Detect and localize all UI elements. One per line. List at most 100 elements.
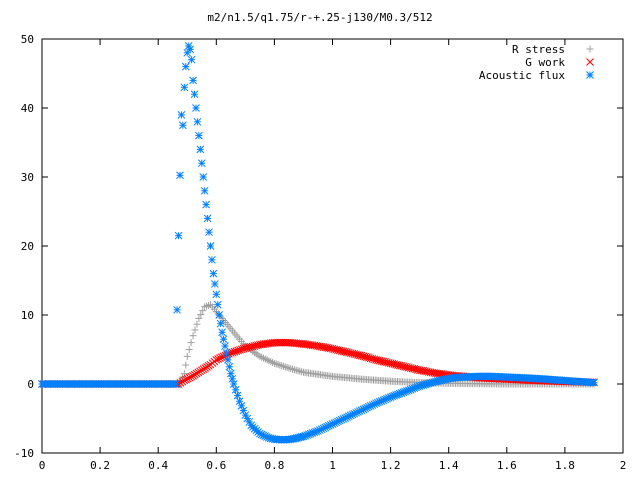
data-point: [215, 311, 224, 319]
data-point: [187, 339, 195, 347]
data-point: [200, 186, 209, 195]
data-point: [275, 338, 284, 347]
data-point: [272, 338, 281, 347]
data-point: [269, 358, 277, 366]
data-point: [281, 363, 289, 371]
data-point: [203, 302, 211, 310]
data-point: [173, 305, 181, 314]
data-point: [176, 378, 185, 387]
data-point: [298, 368, 306, 376]
data-point: [222, 349, 231, 357]
data-point: [205, 301, 213, 309]
data-point: [192, 104, 200, 112]
data-point: [267, 358, 275, 366]
data-point: [274, 338, 282, 347]
data-point: [265, 357, 273, 365]
series-2: [38, 42, 598, 444]
x-tick-label: 2: [620, 459, 627, 472]
legend-marker: [586, 71, 594, 79]
data-point: [205, 228, 213, 237]
data-point: [287, 365, 295, 373]
data-point: [187, 55, 196, 64]
data-point: [195, 314, 203, 322]
data-point: [285, 364, 293, 372]
data-point: [261, 355, 269, 363]
data-point: [197, 311, 205, 319]
data-point: [279, 362, 287, 370]
data-point: [279, 338, 288, 347]
data-point: [182, 361, 190, 369]
data-point: [174, 231, 183, 240]
data-point: [221, 342, 229, 350]
data-point: [196, 145, 205, 154]
data-point: [212, 290, 221, 299]
chart-title: m2/n1.5/q1.75/r-+.25-j130/M0.3/512: [207, 11, 432, 24]
data-point: [231, 385, 240, 394]
data-point: [256, 352, 264, 360]
data-point: [228, 374, 237, 383]
data-point: [296, 367, 304, 375]
data-point: [216, 319, 225, 328]
x-tick-label: 0.8: [264, 459, 284, 472]
data-point: [189, 76, 197, 85]
data-point: [177, 111, 186, 119]
data-point: [189, 332, 197, 340]
data-point: [185, 373, 194, 382]
data-point: [187, 372, 196, 381]
x-tick-label: 0: [39, 459, 46, 472]
data-point: [180, 83, 189, 92]
data-point: [225, 362, 234, 371]
data-point: [278, 362, 286, 370]
data-point: [180, 370, 188, 378]
y-tick-label: 30: [21, 171, 34, 184]
data-point: [181, 62, 190, 71]
plot-frame: [41, 38, 624, 454]
data-point: [209, 269, 218, 278]
data-point: [210, 280, 219, 288]
x-tick-label: 1: [329, 459, 336, 472]
y-tick-label: 20: [21, 240, 34, 253]
y-tick-label: 40: [21, 102, 34, 115]
data-point: [276, 361, 284, 369]
legend-label: Acoustic flux: [479, 69, 565, 82]
data-point: [186, 45, 195, 54]
data-point: [179, 121, 187, 130]
legend-marker: [586, 45, 594, 53]
x-tick-label: 1.8: [555, 459, 575, 472]
data-point: [180, 376, 189, 385]
data-point: [290, 366, 298, 374]
data-point: [178, 377, 187, 386]
data-point: [193, 320, 201, 328]
y-tick-label: 50: [21, 33, 34, 46]
data-point: [233, 391, 242, 400]
data-point: [292, 366, 300, 374]
x-tick-label: 1.6: [497, 459, 517, 472]
data-point: [213, 300, 222, 309]
data-point: [199, 173, 208, 181]
data-point: [270, 359, 278, 367]
axis-ticks: 0 0.2 0.4 0.6 0.8 1 1.2 1.4 1.6 1.8 2 -10 0 10 20 30 40 5…: [14, 33, 626, 472]
x-tick-label: 0.6: [206, 459, 226, 472]
data-point: [258, 353, 266, 361]
data-point: [277, 338, 286, 347]
data-point: [199, 307, 207, 315]
data-point: [283, 364, 291, 372]
x-tick-label: 0.4: [148, 459, 168, 472]
data-point: [260, 354, 268, 362]
data-point: [252, 350, 260, 358]
data-point: [590, 378, 598, 387]
data-point: [197, 159, 206, 168]
x-tick-label: 1.2: [381, 459, 401, 472]
y-tick-label: 0: [27, 378, 34, 391]
data-point: [229, 380, 238, 388]
data-point: [183, 352, 191, 360]
data-point: [263, 356, 271, 364]
data-point: [254, 351, 262, 359]
x-tick-label: 0.2: [90, 459, 110, 472]
data-point: [206, 242, 215, 250]
legend-label: R stress: [512, 43, 565, 56]
data-point: [195, 131, 203, 140]
data-point: [203, 214, 212, 223]
